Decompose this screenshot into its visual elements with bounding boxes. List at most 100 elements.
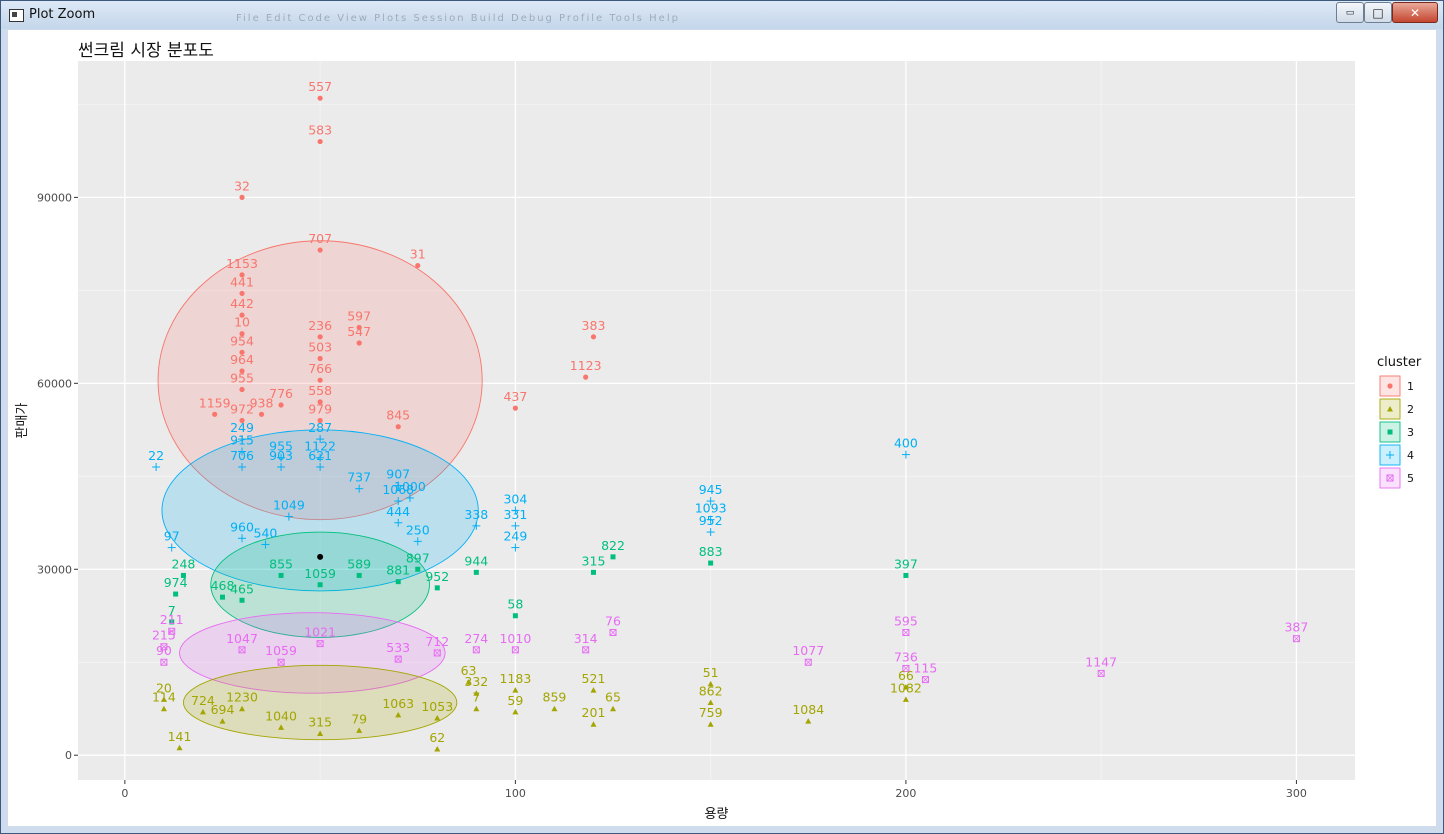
cluster-3-point-label: 315 — [582, 553, 606, 568]
cluster-3-point — [180, 572, 186, 578]
y-axis-title: 판매가 — [15, 403, 30, 439]
legend-label-5: 5 — [1407, 472, 1414, 485]
cluster-4-point — [316, 462, 325, 471]
cluster-4-point-label: 249 — [230, 420, 254, 435]
cluster-2-point — [707, 680, 714, 687]
cluster-1-point — [415, 262, 421, 269]
cluster-4-point — [316, 453, 325, 462]
chart-title: 썬크림 시장 분포도 — [78, 41, 214, 61]
cluster-2-point — [317, 730, 324, 737]
cluster-3-point — [239, 597, 245, 603]
cluster-4-point — [511, 543, 520, 552]
cluster-3-point — [610, 554, 616, 560]
title-bar[interactable]: Plot Zoom File Edit Code View Plots Sess… — [1, 1, 1443, 29]
cluster-5-point — [1292, 635, 1300, 643]
cluster-5-point-label: 712 — [425, 634, 449, 649]
cluster-4-point-label: 945 — [699, 482, 723, 497]
cluster-5-point — [160, 643, 168, 651]
cluster-2-point — [219, 718, 226, 724]
cluster-1-point — [1387, 383, 1393, 389]
cluster-1-point-label: 442 — [230, 296, 254, 311]
cluster-2-point — [590, 721, 597, 727]
cluster-2-point-label: 859 — [543, 690, 567, 705]
cluster-5-point — [902, 664, 910, 672]
cluster-4-point-label: 540 — [254, 525, 278, 540]
minimize-button[interactable]: ▭ — [1336, 2, 1364, 23]
window-icon — [9, 9, 24, 22]
cluster-4-point — [511, 521, 520, 530]
cluster-1-point — [317, 247, 323, 253]
cluster-5-point — [238, 646, 246, 654]
cluster-5-point — [609, 628, 617, 636]
cluster-4-point-label: 1000 — [394, 479, 426, 494]
cluster-4-ellipse — [161, 429, 479, 592]
cluster-1-point — [317, 138, 323, 145]
cluster-2-point — [160, 696, 167, 702]
cluster-2-point — [805, 718, 812, 724]
cluster-5-point — [433, 649, 441, 657]
cluster-2-point — [590, 687, 597, 693]
cluster-3-point — [317, 582, 323, 588]
cluster-4-point — [706, 515, 715, 524]
cluster-2-point — [902, 684, 909, 690]
cluster-3-point-label: 248 — [172, 556, 196, 571]
cluster-2-point — [473, 690, 480, 696]
maximize-button[interactable]: □ — [1364, 2, 1392, 23]
cluster-3-point — [903, 572, 909, 578]
cluster-1-point-label: 547 — [347, 324, 371, 339]
cluster-1-point — [239, 386, 245, 393]
cluster-2-point — [551, 705, 558, 712]
cluster-5-point-label: 211 — [160, 612, 184, 627]
cluster-4-point — [472, 521, 481, 530]
cluster-2-point-label: 59 — [507, 693, 523, 708]
cluster-3-point-label: 397 — [894, 556, 918, 571]
y-tick-label: 60000 — [37, 377, 72, 390]
cluster-5-point-label: 76 — [605, 613, 621, 628]
cluster-2-point-label: 1040 — [265, 708, 297, 723]
cluster-2-point-label: 521 — [582, 671, 606, 686]
cluster-4-point — [284, 512, 293, 521]
cluster-4-point-label: 1122 — [304, 439, 336, 454]
cluster-2-point — [707, 721, 714, 727]
cluster-2-point — [473, 705, 480, 712]
background-menu-ghost: File Edit Code View Plots Session Build … — [236, 13, 680, 24]
cluster-1-point — [317, 334, 323, 340]
close-icon: ✕ — [1409, 5, 1421, 20]
cluster-1-point-label: 597 — [347, 309, 371, 324]
cluster-2-point-label: 65 — [605, 690, 621, 705]
cluster-4-point — [394, 497, 403, 506]
cluster-4-point-label: 287 — [308, 420, 332, 435]
cluster-1-point — [239, 368, 245, 374]
cluster-1-point-label: 32 — [234, 178, 250, 193]
cluster-2-point-label: 724 — [191, 693, 215, 708]
cluster-3-point-label: 468 — [211, 578, 235, 593]
cluster-5-point-label: 90 — [156, 643, 172, 658]
cluster-4-point — [413, 537, 422, 546]
cluster-1-point — [317, 417, 323, 424]
cluster-4-point-label: 338 — [464, 507, 488, 522]
cluster-3-point-label: 855 — [269, 556, 293, 571]
cluster-2-point — [1387, 406, 1393, 412]
cluster-3-point — [356, 572, 362, 578]
cluster-2-point-label: 51 — [703, 665, 719, 680]
cluster-3-point-label: 7 — [168, 603, 176, 618]
cluster-4-point — [706, 528, 715, 537]
cluster-5-point-label: 215 — [152, 628, 176, 643]
cluster-1-point-label: 236 — [308, 318, 332, 333]
y-tick-label: 90000 — [37, 191, 72, 204]
close-button[interactable]: ✕ — [1392, 2, 1438, 23]
cluster-1-point-label: 955 — [230, 371, 254, 386]
cluster-5-point — [804, 658, 812, 666]
minimize-icon: ▭ — [1345, 7, 1355, 18]
cluster-3-point — [434, 585, 440, 591]
cluster-4-point-label: 952 — [699, 513, 723, 528]
cluster-2-point-label: 79 — [351, 711, 367, 726]
cluster-1-point — [395, 424, 401, 430]
cluster-4-point — [1386, 451, 1394, 459]
cluster-2-point-label: 694 — [211, 702, 235, 717]
cluster-2-point — [239, 705, 246, 712]
cluster-2-point-label: 862 — [699, 684, 723, 699]
legend-label-4: 4 — [1407, 449, 1414, 462]
cluster-5-point-label: 314 — [574, 631, 598, 646]
